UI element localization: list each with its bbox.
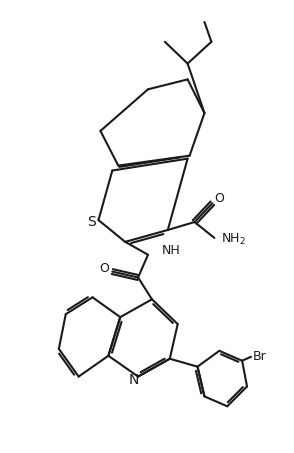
Text: Br: Br <box>253 350 267 363</box>
Text: S: S <box>87 215 96 229</box>
Text: NH: NH <box>162 244 181 257</box>
Text: O: O <box>99 262 109 275</box>
Text: O: O <box>214 192 224 205</box>
Text: N: N <box>129 372 139 386</box>
Text: NH$_2$: NH$_2$ <box>221 232 246 247</box>
